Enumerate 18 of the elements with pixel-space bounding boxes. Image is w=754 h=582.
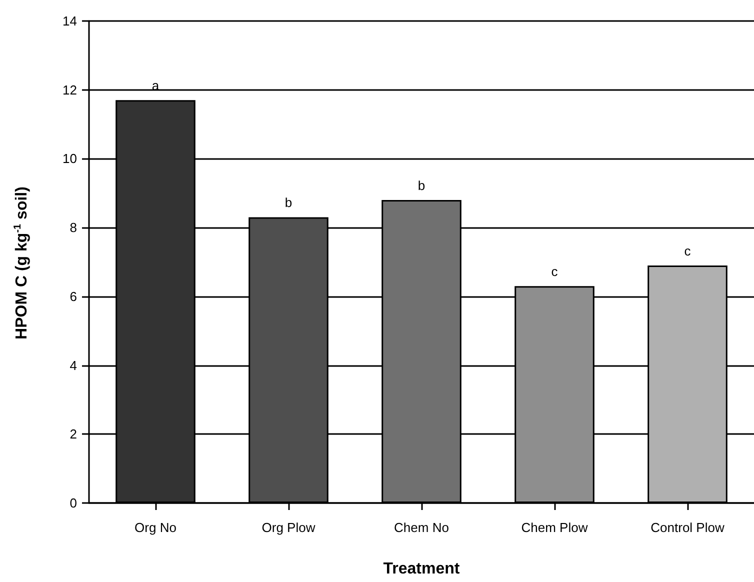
x-tick-label: Chem No — [394, 520, 449, 535]
y-tick-label: 4 — [70, 358, 77, 373]
y-tick-label: 12 — [62, 82, 77, 98]
annotation: b — [418, 178, 426, 194]
y-tick-label: 0 — [70, 496, 77, 510]
y-tick-label: 8 — [70, 220, 77, 236]
x-tick-label: Org No — [134, 520, 176, 535]
y-tick-label: 14 — [62, 14, 77, 28]
x-tick-label: Org Plow — [262, 520, 316, 535]
y-tick-label: 2 — [70, 426, 77, 442]
x-axis-title: Treatment — [383, 560, 460, 578]
x-tick-label: Chem Plow — [521, 520, 588, 535]
x-tick-label: Control Plow — [650, 520, 725, 535]
y-tick-label: 10 — [62, 151, 77, 166]
annotation: c — [684, 243, 692, 258]
annotation: b — [284, 195, 292, 210]
y-tick-label: 6 — [70, 288, 77, 304]
annotation: c — [551, 264, 558, 280]
